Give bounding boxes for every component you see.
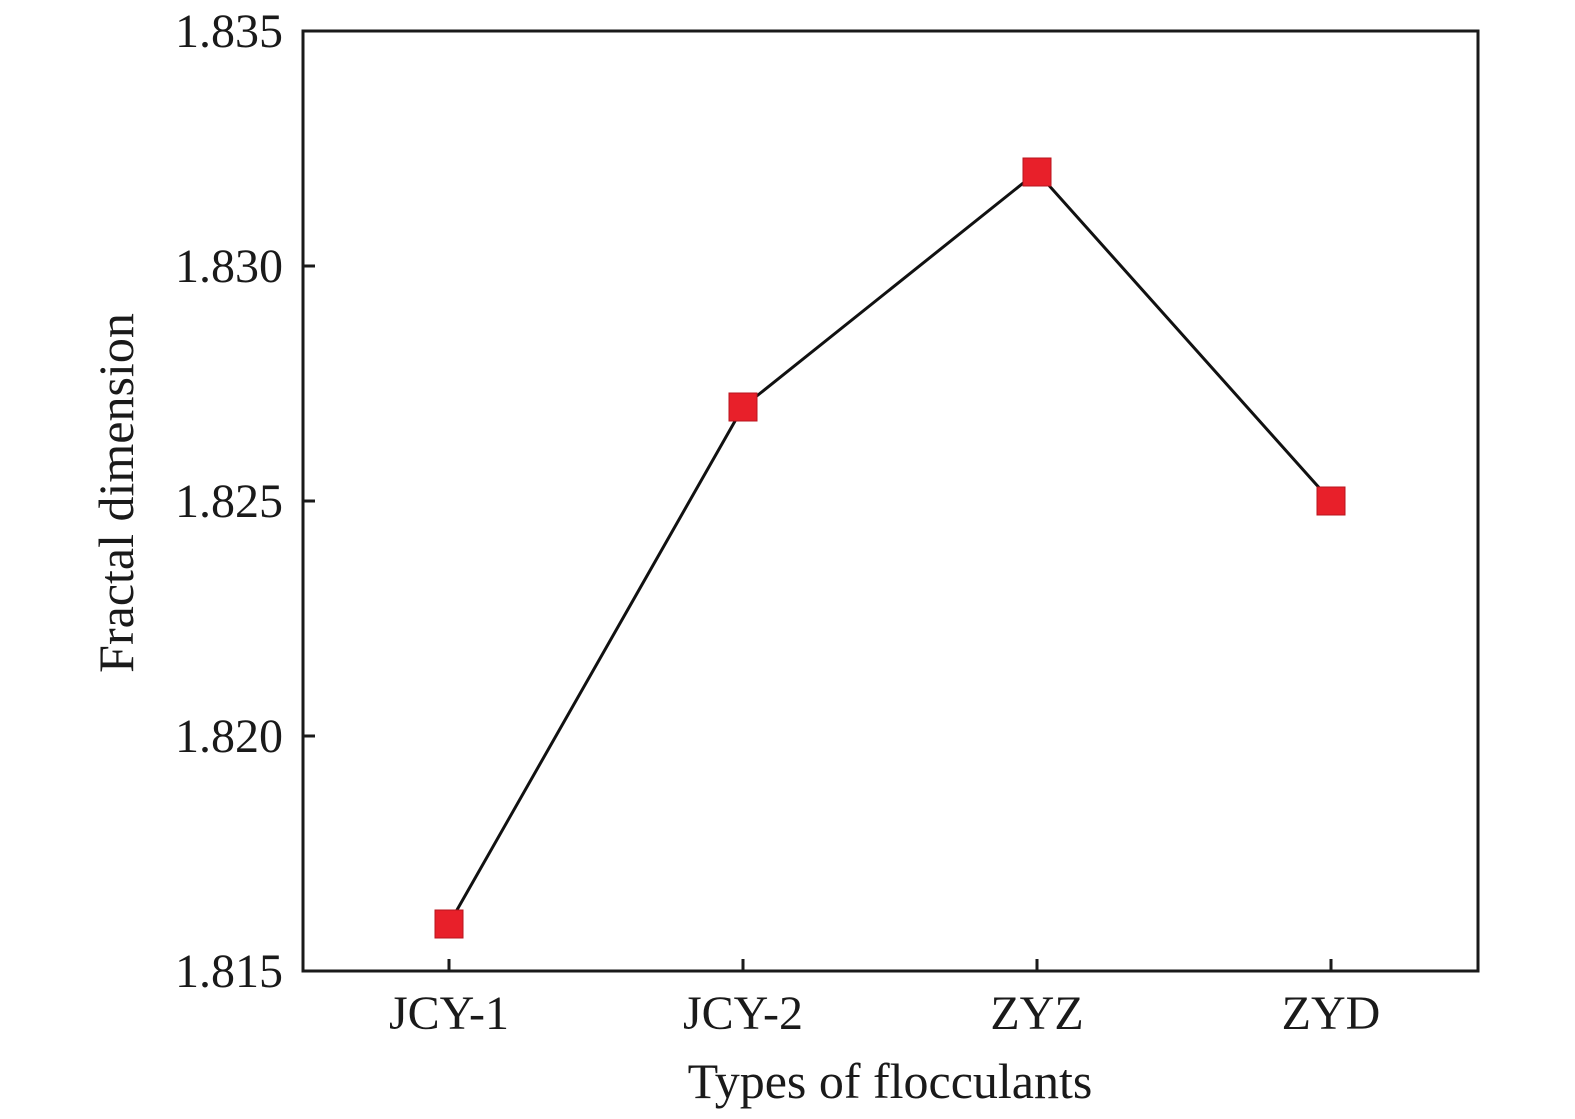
y-tick-label: 1.835 bbox=[175, 5, 283, 58]
x-tick-label: JCY-2 bbox=[683, 987, 803, 1040]
data-point-marker bbox=[434, 909, 464, 939]
data-point-marker bbox=[1022, 157, 1052, 187]
y-tick-label: 1.830 bbox=[175, 240, 283, 293]
x-axis-title: Types of flocculants bbox=[688, 1053, 1093, 1109]
y-axis: 1.815 1.820 1.825 1.830 1.835 bbox=[175, 5, 315, 998]
y-tick-label: 1.820 bbox=[175, 710, 283, 763]
x-tick-label: JCY-1 bbox=[389, 987, 509, 1040]
x-axis: JCY-1 JCY-2 ZYZ ZYD bbox=[389, 959, 1380, 1040]
data-point-marker bbox=[1316, 486, 1346, 516]
data-point-marker bbox=[728, 392, 758, 422]
y-tick-label: 1.825 bbox=[175, 475, 283, 528]
series-line bbox=[447, 169, 1333, 925]
plot-frame bbox=[301, 29, 1480, 973]
y-axis-title: Fractal dimension bbox=[88, 313, 144, 673]
x-tick-label: ZYD bbox=[1282, 987, 1381, 1040]
x-tick-label: ZYZ bbox=[990, 987, 1083, 1040]
series-markers bbox=[434, 157, 1346, 939]
y-tick-label: 1.815 bbox=[175, 945, 283, 998]
